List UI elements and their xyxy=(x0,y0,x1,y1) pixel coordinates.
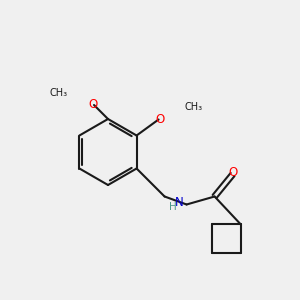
Text: O: O xyxy=(88,98,98,112)
Text: N: N xyxy=(175,196,184,209)
Text: O: O xyxy=(228,166,237,179)
Text: CH₃: CH₃ xyxy=(50,88,68,98)
Text: H: H xyxy=(169,202,177,212)
Text: O: O xyxy=(155,113,164,126)
Text: CH₃: CH₃ xyxy=(184,103,203,112)
